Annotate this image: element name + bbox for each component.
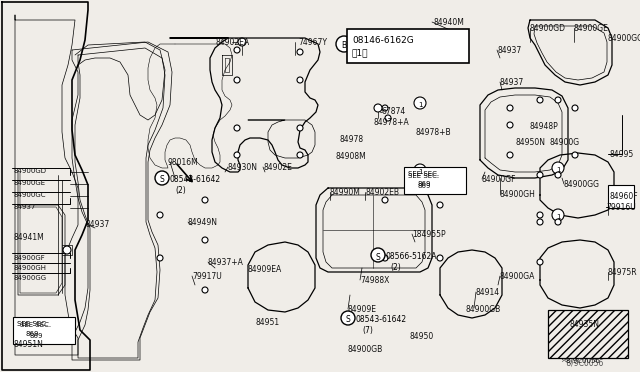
Text: 84900GB: 84900GB	[348, 345, 383, 354]
Text: S: S	[346, 315, 350, 324]
Text: 84937: 84937	[14, 204, 36, 210]
Circle shape	[552, 209, 564, 221]
Circle shape	[507, 152, 513, 158]
Text: 74967Y: 74967Y	[298, 38, 327, 47]
FancyBboxPatch shape	[13, 317, 75, 344]
Text: 84900GG: 84900GG	[14, 275, 47, 281]
Circle shape	[234, 152, 240, 158]
Text: SEE SEC.: SEE SEC.	[408, 171, 439, 177]
Circle shape	[555, 97, 561, 103]
Circle shape	[555, 172, 561, 178]
Circle shape	[238, 38, 246, 46]
Text: S: S	[159, 176, 164, 185]
Text: 84951: 84951	[255, 318, 279, 327]
Text: 84937: 84937	[500, 78, 524, 87]
Text: 84978+B: 84978+B	[415, 128, 451, 137]
Text: 84900G: 84900G	[549, 138, 579, 147]
Text: 84900GD: 84900GD	[530, 24, 566, 33]
Text: 84909EA: 84909EA	[248, 265, 282, 274]
Text: 869: 869	[30, 333, 44, 339]
Text: 84951N: 84951N	[14, 340, 44, 349]
Text: 84900GC: 84900GC	[608, 34, 640, 43]
Text: 84900GH: 84900GH	[500, 190, 536, 199]
Text: 1: 1	[418, 169, 422, 175]
Text: 84900GF: 84900GF	[482, 175, 516, 184]
Circle shape	[572, 152, 578, 158]
Text: 84935N: 84935N	[570, 320, 600, 329]
Text: （1）: （1）	[352, 48, 369, 57]
Text: (2): (2)	[175, 186, 186, 195]
Text: 869: 869	[418, 183, 431, 189]
Text: 84941M: 84941M	[14, 233, 45, 242]
Text: SEE SEC.: SEE SEC.	[408, 173, 439, 179]
Text: 98016M: 98016M	[168, 158, 199, 167]
Text: 84914: 84914	[476, 288, 500, 297]
Text: SEE SEC.: SEE SEC.	[17, 321, 48, 327]
Text: (2): (2)	[390, 263, 401, 272]
Text: 08543-61642: 08543-61642	[170, 175, 221, 184]
Circle shape	[374, 104, 382, 112]
Text: 84978+A: 84978+A	[374, 118, 410, 127]
Circle shape	[341, 311, 355, 325]
Circle shape	[202, 287, 208, 293]
Circle shape	[572, 105, 578, 111]
Text: 84902EB: 84902EB	[365, 188, 399, 197]
Text: 08146-6162G: 08146-6162G	[352, 36, 413, 45]
Text: 84930N: 84930N	[228, 163, 258, 172]
Text: 84948P: 84948P	[530, 122, 559, 131]
FancyBboxPatch shape	[404, 167, 466, 194]
Circle shape	[157, 255, 163, 261]
Text: ^8/9C0056: ^8/9C0056	[560, 358, 600, 364]
Text: 84950: 84950	[410, 332, 435, 341]
Text: 84978: 84978	[339, 135, 363, 144]
Circle shape	[202, 197, 208, 203]
Circle shape	[385, 115, 391, 121]
Circle shape	[537, 97, 543, 103]
Circle shape	[537, 259, 543, 265]
Text: 869: 869	[26, 331, 40, 337]
Text: 84975R: 84975R	[608, 268, 637, 277]
Text: 79916U: 79916U	[606, 203, 636, 212]
Circle shape	[555, 219, 561, 225]
Text: 84902EA: 84902EA	[215, 38, 249, 47]
Text: 84900GD: 84900GD	[14, 168, 47, 174]
Text: 84995: 84995	[610, 150, 634, 159]
Text: 84950N: 84950N	[515, 138, 545, 147]
Text: 869: 869	[418, 181, 431, 187]
Circle shape	[537, 212, 543, 218]
Text: B: B	[341, 42, 347, 51]
Text: S: S	[376, 253, 380, 262]
Circle shape	[234, 125, 240, 131]
Circle shape	[202, 237, 208, 243]
Circle shape	[336, 36, 352, 52]
Circle shape	[414, 97, 426, 109]
Circle shape	[537, 219, 543, 225]
Circle shape	[371, 248, 385, 262]
Text: 1: 1	[556, 167, 560, 173]
Circle shape	[297, 152, 303, 158]
Text: 84900GB: 84900GB	[466, 305, 501, 314]
Text: 84940M: 84940M	[433, 18, 464, 27]
Text: (7): (7)	[362, 326, 373, 335]
Text: 84937: 84937	[497, 46, 521, 55]
Circle shape	[297, 77, 303, 83]
Circle shape	[157, 212, 163, 218]
Circle shape	[537, 172, 543, 178]
Text: 1: 1	[556, 214, 560, 220]
Text: 84902E: 84902E	[263, 163, 292, 172]
Circle shape	[552, 162, 564, 174]
Circle shape	[234, 47, 240, 53]
Circle shape	[382, 105, 388, 111]
Circle shape	[437, 255, 443, 261]
Circle shape	[414, 164, 426, 176]
Text: 184955P: 184955P	[412, 230, 445, 239]
Circle shape	[63, 246, 71, 254]
FancyBboxPatch shape	[607, 185, 634, 208]
Circle shape	[437, 202, 443, 208]
Text: 84900GF: 84900GF	[14, 255, 45, 261]
Text: 84937: 84937	[86, 220, 110, 229]
Text: 08543-61642: 08543-61642	[356, 315, 407, 324]
Text: 84960F: 84960F	[610, 192, 639, 201]
Text: 84908M: 84908M	[335, 152, 365, 161]
